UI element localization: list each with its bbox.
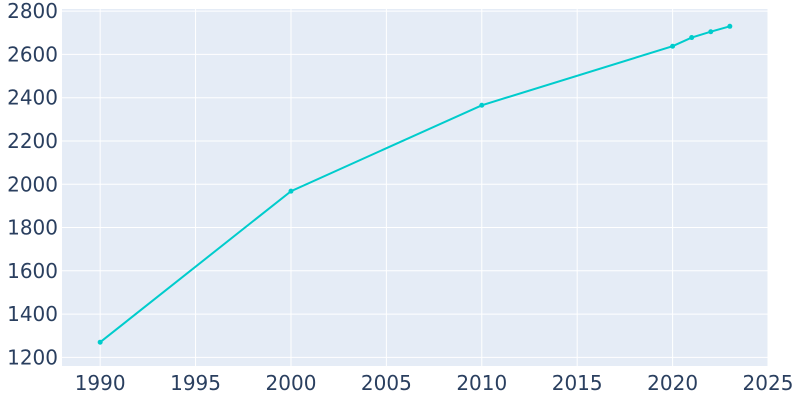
y-tick-label: 2800 xyxy=(7,0,58,23)
x-tick-label: 2015 xyxy=(552,371,603,395)
data-point[interactable] xyxy=(288,188,294,194)
grid-lines xyxy=(62,9,769,366)
x-tick-label: 1990 xyxy=(75,371,126,395)
data-point[interactable] xyxy=(708,29,714,35)
y-tick-label: 1600 xyxy=(7,259,58,283)
y-tick-label: 1800 xyxy=(7,216,58,240)
x-tick-label: 2010 xyxy=(456,371,507,395)
x-tick-label: 2005 xyxy=(361,371,412,395)
x-tick-label: 2020 xyxy=(647,371,698,395)
y-tick-label: 2600 xyxy=(7,42,58,66)
x-tick-label: 2025 xyxy=(743,371,794,395)
y-tick-label: 2400 xyxy=(7,86,58,110)
data-point[interactable] xyxy=(689,35,695,41)
y-tick-label: 1200 xyxy=(7,345,58,369)
data-point[interactable] xyxy=(727,23,733,29)
y-tick-label: 1400 xyxy=(7,302,58,326)
series-group xyxy=(97,23,733,345)
x-tick-label: 2000 xyxy=(266,371,317,395)
data-point[interactable] xyxy=(479,102,485,108)
plot-area xyxy=(62,9,768,366)
y-axis: 1200 1400 1600 1800 2000 2200 2400 2600 2800 xyxy=(7,0,58,369)
y-tick-label: 2200 xyxy=(7,129,58,153)
y-tick-label: 2000 xyxy=(7,172,58,196)
x-tick-label: 1995 xyxy=(170,371,221,395)
data-point[interactable] xyxy=(97,339,103,345)
data-point[interactable] xyxy=(670,43,676,49)
x-axis: 1990 1995 2000 2005 2010 2015 2020 2025 xyxy=(75,371,794,395)
